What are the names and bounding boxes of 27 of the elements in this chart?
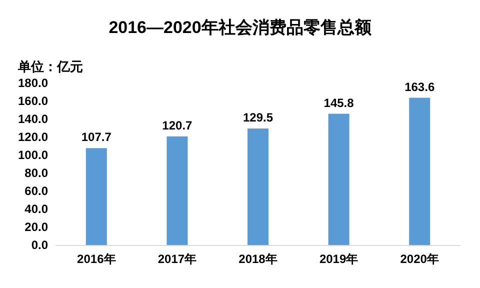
y-tick-label: 40.0: [24, 202, 48, 216]
x-tick-label: 2016年: [77, 252, 116, 266]
y-tick-label: 20.0: [24, 220, 48, 234]
bar: [166, 136, 188, 245]
x-tick-label: 2020年: [400, 252, 439, 266]
x-tick-label: 2019年: [319, 252, 358, 266]
x-tick-label: 2018年: [238, 252, 278, 266]
bar: [409, 98, 430, 245]
data-label: 163.6: [404, 80, 435, 94]
y-tick-label: 120.0: [18, 130, 48, 144]
data-label: 145.8: [324, 96, 354, 110]
y-tick-label: 140.0: [18, 112, 48, 126]
bar: [328, 114, 350, 245]
bar: [86, 148, 107, 245]
chart-title: 2016—2020年社会消费品零售总额: [108, 18, 372, 37]
data-label: 120.7: [162, 118, 193, 132]
y-tick-label: 100.0: [18, 148, 48, 162]
y-tick-label: 60.0: [24, 184, 48, 198]
bar: [247, 128, 269, 245]
y-axis-title: 单位：亿元: [17, 59, 83, 74]
y-tick-label: 160.0: [18, 94, 48, 108]
data-label: 129.5: [242, 110, 274, 124]
y-tick-label: 0.0: [31, 238, 48, 252]
x-tick-label: 2017年: [158, 252, 197, 266]
data-label: 107.7: [81, 130, 112, 144]
y-tick-label: 80.0: [24, 166, 48, 180]
y-tick-label: 180.0: [18, 76, 48, 90]
